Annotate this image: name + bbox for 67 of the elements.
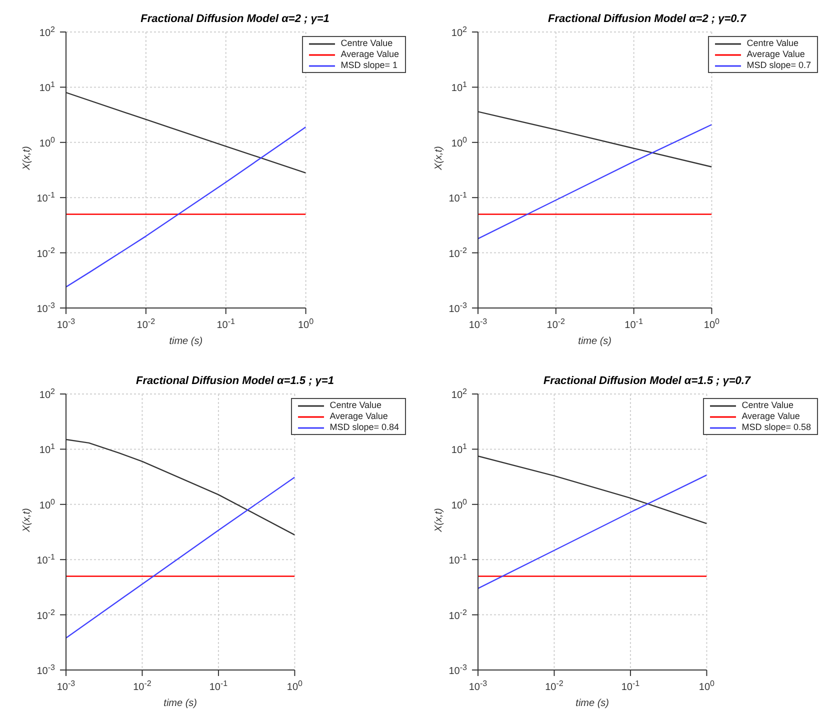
legend-label: MSD slope= 1 bbox=[340, 60, 398, 71]
x-tick-label: 10$^{-3}$ bbox=[56, 678, 76, 693]
chart-title: Fractional Diffusion Model α=2 ; γ=1 bbox=[140, 13, 330, 25]
line-series bbox=[478, 474, 707, 590]
x-tick-label: 10$^{-3}$ bbox=[468, 678, 488, 693]
x-axis-title: time (s) bbox=[578, 336, 612, 347]
legend-label: Average Value bbox=[746, 49, 805, 60]
legend-label: MSD slope= 0.84 bbox=[330, 422, 399, 433]
x-tick-label: 10$^{-2}$ bbox=[136, 316, 156, 331]
x-tick-label: 10$^{-3}$ bbox=[468, 316, 488, 331]
y-tick-label: 10$^{-3}$ bbox=[448, 662, 468, 677]
x-tick-label: 10$^{-1}$ bbox=[216, 316, 236, 331]
chart-title: Fractional Diffusion Model α=1.5 ; γ=1 bbox=[136, 375, 334, 387]
x-tick-label: 10$^{0}$ bbox=[704, 316, 720, 331]
legend-label: Centre Value bbox=[340, 38, 393, 49]
y-tick-label: 10$^{-3}$ bbox=[36, 300, 56, 315]
line-series bbox=[478, 124, 712, 240]
x-tick-label: 10$^{-2}$ bbox=[546, 316, 566, 331]
legend-label: MSD slope= 0.7 bbox=[746, 60, 811, 71]
y-tick-label: 10$^{-1}$ bbox=[448, 552, 468, 567]
legend-label: Average Value bbox=[330, 411, 388, 422]
legend-label: MSD slope= 0.58 bbox=[742, 422, 811, 433]
y-tick-label: 10$^{1}$ bbox=[451, 442, 468, 456]
legend-label: Centre Value bbox=[746, 38, 799, 49]
chart-title: Fractional Diffusion Model α=1.5 ; γ=0.7 bbox=[543, 375, 752, 387]
y-tick-label: 10$^{0}$ bbox=[39, 496, 56, 512]
x-tick-label: 10$^{-2}$ bbox=[133, 678, 152, 693]
legend-label: Centre Value bbox=[742, 400, 794, 411]
y-tick-label: 10$^{-1}$ bbox=[36, 552, 56, 567]
y-tick-label: 10$^{1}$ bbox=[451, 80, 468, 94]
y-tick-label: 10$^{1}$ bbox=[39, 80, 56, 94]
x-tick-label: 10$^{-2}$ bbox=[545, 678, 564, 693]
x-tick-label: 10$^{-1}$ bbox=[209, 678, 228, 693]
y-tick-label: 10$^{-1}$ bbox=[36, 190, 56, 205]
x-tick-label: 10$^{-3}$ bbox=[56, 316, 76, 331]
y-tick-label: 10$^{2}$ bbox=[39, 386, 56, 401]
x-tick-label: 10$^{0}$ bbox=[698, 678, 716, 693]
x-axis-title: time (s) bbox=[169, 336, 203, 347]
x-tick-label: 10$^{-1}$ bbox=[621, 678, 640, 693]
x-axis-title: time (s) bbox=[576, 698, 610, 709]
y-axis-title: X(x,t) bbox=[434, 508, 445, 533]
legend-label: Centre Value bbox=[330, 400, 382, 411]
y-tick-label: 10$^{-3}$ bbox=[36, 662, 56, 677]
y-tick-label: 10$^{-3}$ bbox=[448, 300, 468, 315]
y-tick-label: 10$^{-2}$ bbox=[36, 607, 56, 622]
x-tick-label: 10$^{0}$ bbox=[286, 678, 304, 693]
x-axis-title: time (s) bbox=[164, 698, 198, 709]
y-tick-label: 10$^{0}$ bbox=[451, 496, 468, 512]
y-tick-label: 10$^{-2}$ bbox=[448, 245, 468, 260]
legend-label: Average Value bbox=[742, 411, 800, 422]
y-tick-label: 10$^{0}$ bbox=[451, 134, 468, 150]
y-tick-label: 10$^{0}$ bbox=[39, 134, 56, 150]
chart-title: Fractional Diffusion Model α=2 ; γ=0.7 bbox=[548, 13, 747, 25]
y-tick-label: 10$^{-2}$ bbox=[448, 607, 468, 622]
line-series bbox=[66, 476, 295, 639]
y-axis-title: X(x,t) bbox=[22, 508, 33, 533]
y-tick-label: 10$^{-1}$ bbox=[448, 190, 468, 205]
x-tick-label: 10$^{0}$ bbox=[298, 316, 314, 331]
y-tick-label: 10$^{2}$ bbox=[451, 386, 468, 401]
y-tick-label: 10$^{1}$ bbox=[39, 442, 56, 456]
legend-label: Average Value bbox=[340, 49, 399, 60]
y-tick-label: 10$^{-2}$ bbox=[36, 245, 56, 260]
y-axis-title: X(x,t) bbox=[434, 146, 445, 171]
y-axis-title: X(x,t) bbox=[22, 146, 33, 171]
y-tick-label: 10$^{2}$ bbox=[451, 24, 468, 39]
x-tick-label: 10$^{-1}$ bbox=[624, 316, 644, 331]
y-tick-label: 10$^{2}$ bbox=[39, 24, 56, 39]
